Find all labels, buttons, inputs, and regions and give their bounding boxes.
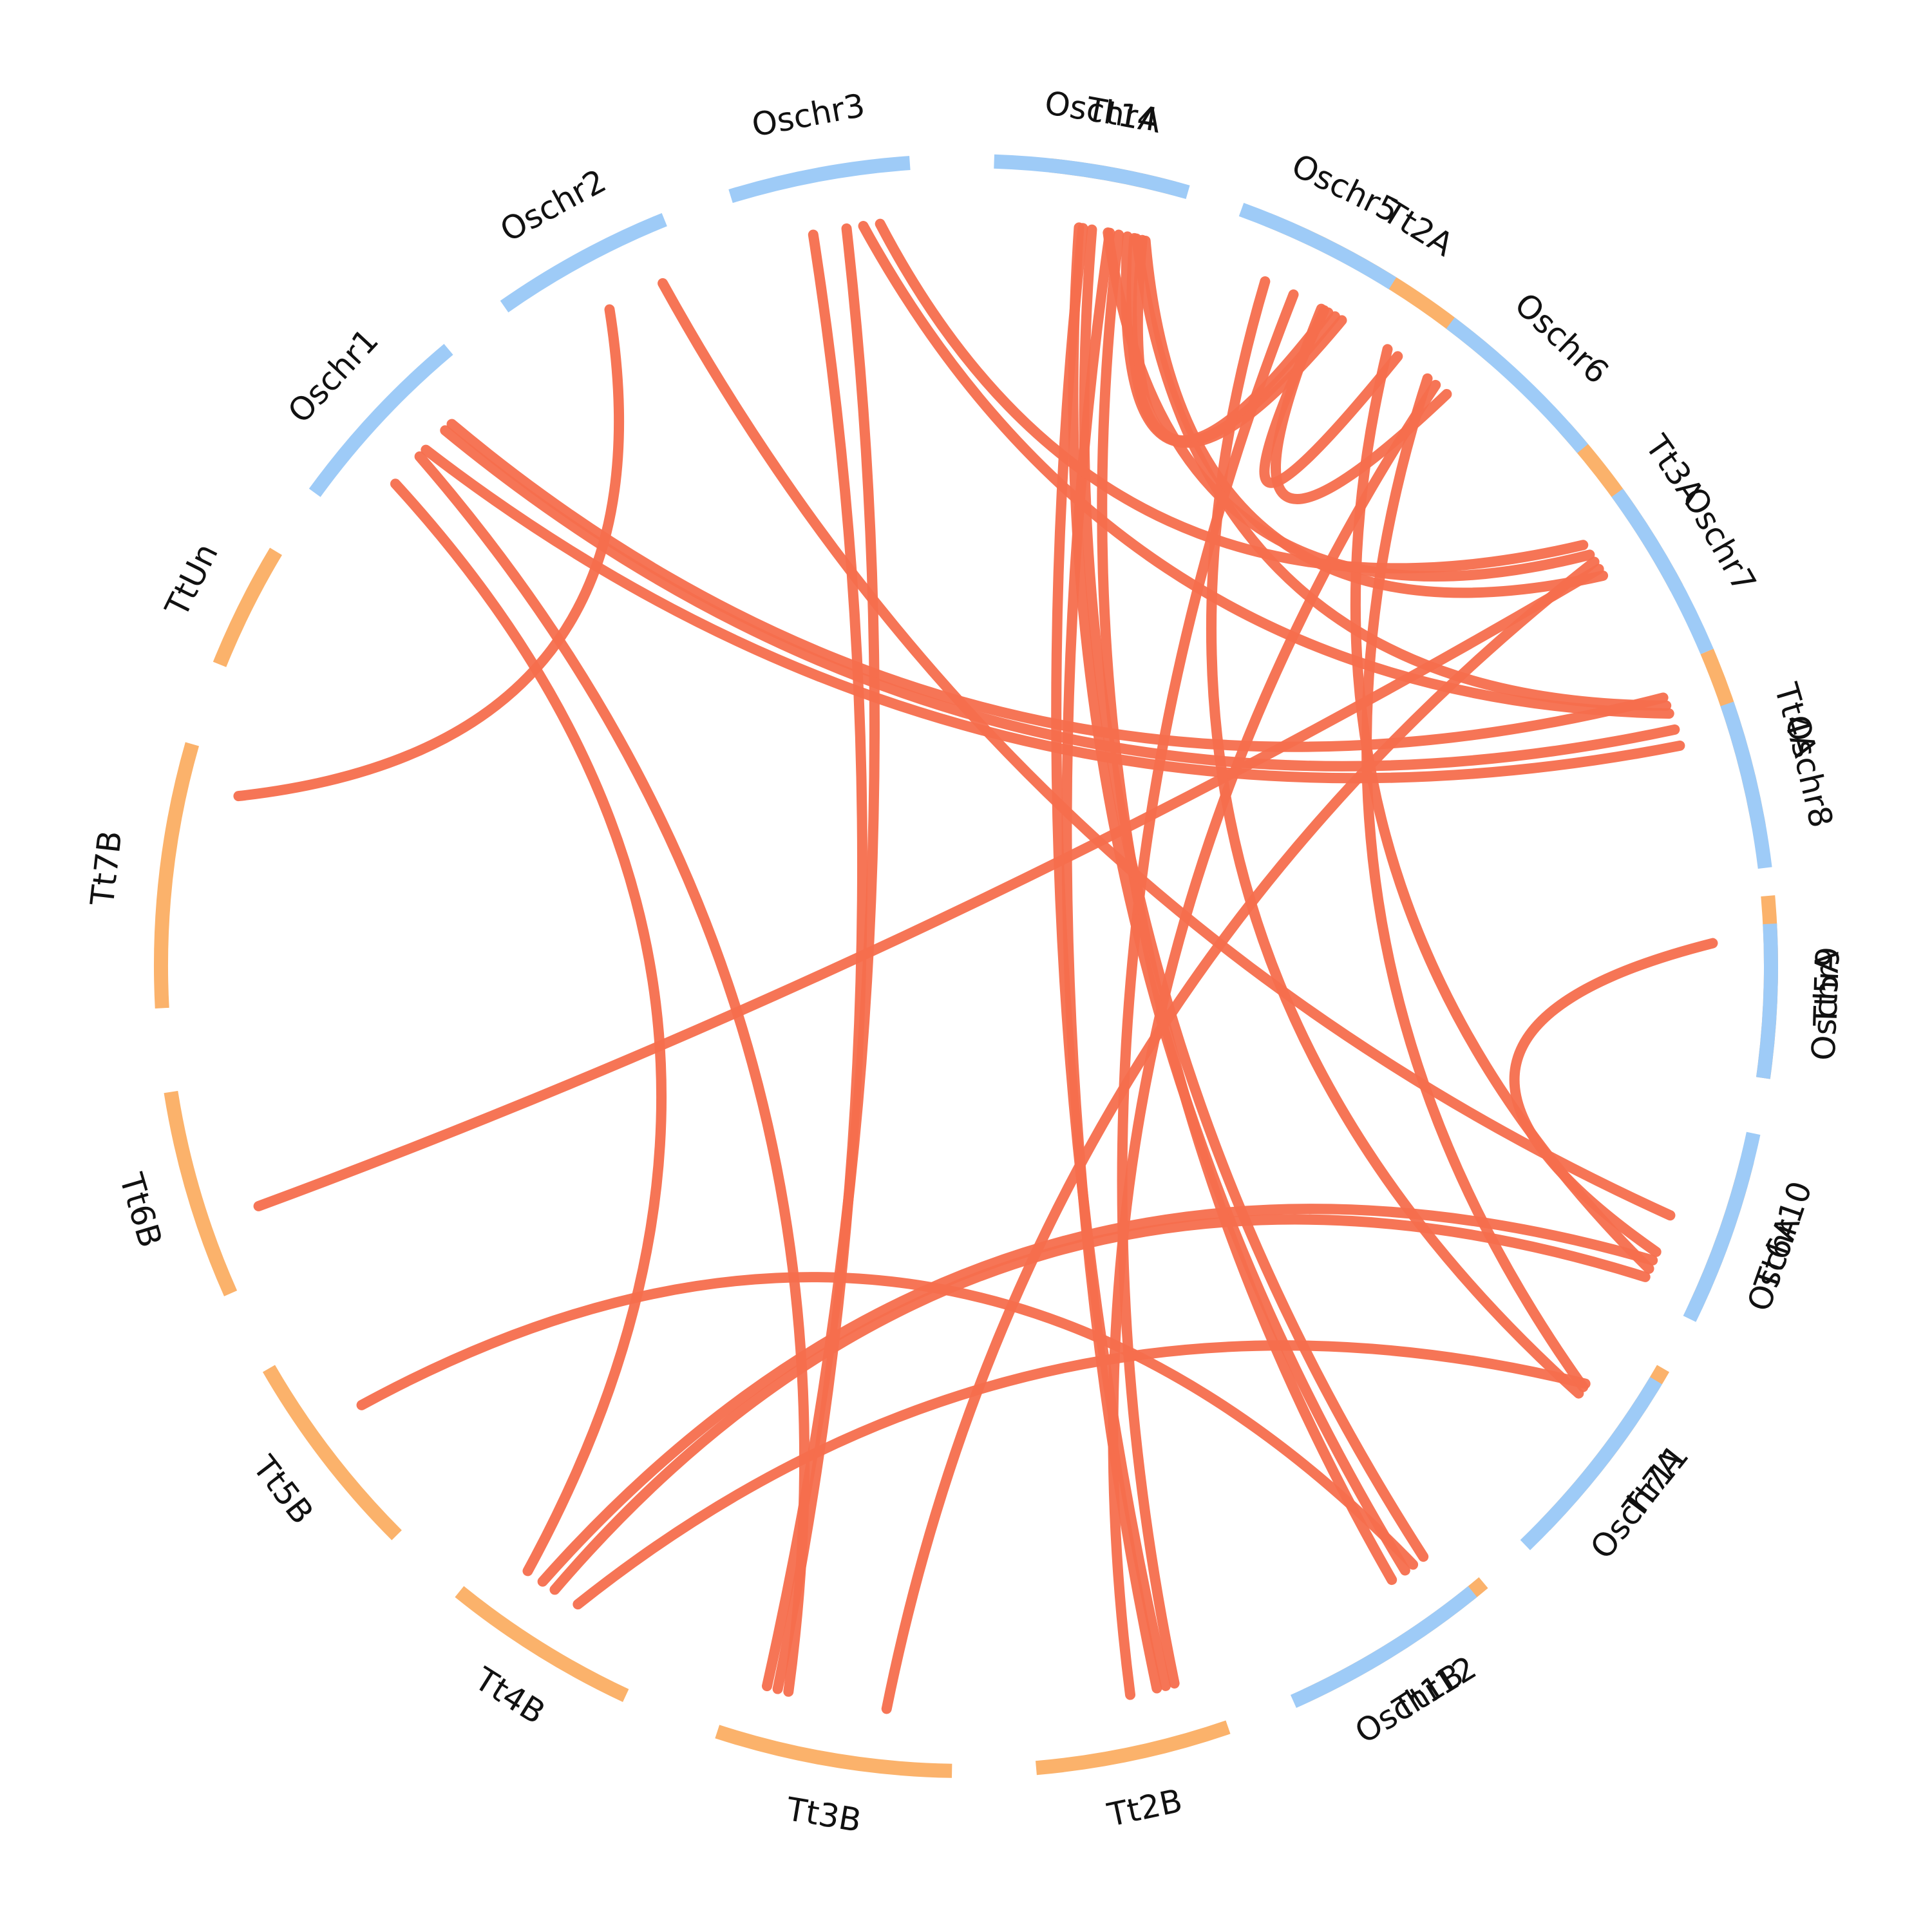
synteny-link bbox=[1271, 303, 1452, 504]
segment-arc-oschr2 bbox=[500, 213, 667, 313]
synteny-link bbox=[414, 451, 810, 1697]
segment-label-oschr7: Oschr7 bbox=[1675, 481, 1764, 599]
synteny-link bbox=[390, 478, 667, 1577]
links-layer bbox=[233, 218, 1718, 1714]
synteny-link bbox=[875, 218, 1589, 574]
segment-arc-oschr12 bbox=[1290, 1586, 1477, 1708]
segment-label-oschr5: Oschr5 bbox=[1286, 147, 1405, 231]
synteny-link bbox=[1361, 373, 1589, 1392]
synteny-link bbox=[1079, 224, 1429, 1562]
synteny-link bbox=[761, 223, 880, 1692]
synteny-link bbox=[253, 564, 1604, 1211]
segment-arc-oschr9 bbox=[1756, 923, 1778, 1079]
synteny-link bbox=[1509, 938, 1718, 1257]
synteny-link bbox=[440, 425, 1680, 772]
synteny-link bbox=[549, 1214, 1651, 1595]
segment-label-oschr6: Oschr6 bbox=[1508, 286, 1616, 392]
segment-arc-tt5b bbox=[262, 1365, 402, 1540]
segment-arc-oschr8 bbox=[1720, 701, 1772, 869]
segment-arc-tt7b bbox=[154, 742, 199, 1009]
segment-label-tt7b: Tt7B bbox=[84, 829, 129, 908]
segment-label-oschr10: Oschr10 bbox=[1740, 1177, 1819, 1316]
synteny-link bbox=[1068, 222, 1410, 1576]
segment-label-oschr8: Oschr8 bbox=[1778, 712, 1840, 831]
segment-arc-oschr4 bbox=[994, 154, 1190, 199]
synteny-link bbox=[537, 1204, 1658, 1587]
segment-arc-ttun bbox=[213, 547, 282, 667]
segment-label-oschr9: Oschr9 bbox=[1804, 946, 1847, 1061]
synteny-link bbox=[1132, 234, 1334, 446]
segment-arc-oschr5 bbox=[1238, 203, 1397, 290]
segment-arc-tt4b bbox=[455, 1586, 629, 1702]
synteny-link bbox=[356, 1272, 1419, 1570]
segment-arc-oschr1 bbox=[308, 344, 453, 497]
segment-label-tt5b: Tt5B bbox=[245, 1448, 321, 1531]
segment-arc-oschr3 bbox=[728, 156, 911, 204]
segment-label-oschr1: Oschr1 bbox=[281, 321, 386, 430]
segment-arc-oschr7 bbox=[1611, 488, 1714, 654]
segment-label-tt5a: Tt5A bbox=[1807, 951, 1846, 1027]
synteny-link bbox=[233, 304, 625, 802]
segment-label-oschr3: Oschr3 bbox=[749, 86, 868, 144]
synteny-link bbox=[858, 221, 1674, 719]
synteny-link bbox=[658, 278, 1676, 1221]
segment-arc-oschr6 bbox=[1446, 317, 1588, 453]
segment-label-oschr4: Oschr4 bbox=[1042, 84, 1160, 139]
segment-arc-tt6b bbox=[164, 1090, 238, 1296]
segments-layer bbox=[154, 154, 1778, 1778]
segment-label-oschr2: Oschr2 bbox=[494, 162, 612, 249]
segment-arc-oschr10 bbox=[1683, 1132, 1761, 1322]
segment-arc-tt3b bbox=[715, 1725, 952, 1778]
synteny-link bbox=[881, 556, 1600, 1714]
segment-label-tt6b: Tt6B bbox=[112, 1169, 169, 1252]
segment-label-tt3b: Tt3B bbox=[783, 1790, 864, 1840]
synteny-link bbox=[1131, 233, 1672, 711]
segment-label-tt2b: Tt2B bbox=[1104, 1782, 1186, 1834]
segment-arc-tt2b bbox=[1035, 1720, 1231, 1776]
synteny-link bbox=[446, 419, 1669, 752]
synteny-link bbox=[772, 229, 867, 1694]
synteny-link bbox=[573, 1340, 1591, 1610]
segment-arc-oschr11 bbox=[1520, 1377, 1662, 1551]
segment-label-tt4b: Tt4B bbox=[468, 1660, 551, 1731]
segment-label-ttun: TtUn bbox=[158, 538, 225, 623]
synteny-link bbox=[421, 444, 1685, 784]
labels-layer: Tt1ATt2ATt3ATt4ATt5ATt6ATt7ATt1BTt2BTt3B… bbox=[84, 84, 1847, 1840]
